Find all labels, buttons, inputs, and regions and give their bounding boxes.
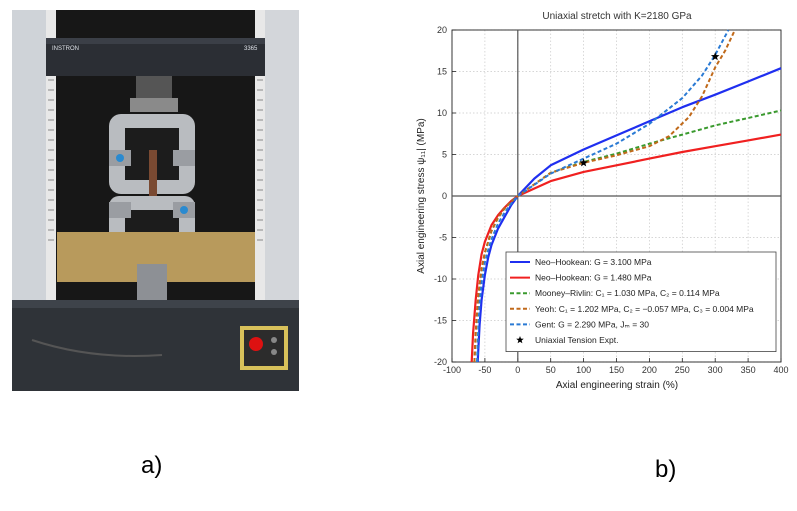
x-axis-title: Axial engineering strain (%) (556, 380, 678, 391)
y-tick-label: -10 (434, 274, 447, 284)
y-tick-label: 20 (437, 25, 447, 35)
series-line-yeoh-3 (473, 29, 736, 363)
legend-entry-label: Gent: G = 2.290 MPa, Jₘ = 30 (535, 319, 649, 329)
y-tick-label: 5 (442, 150, 447, 160)
y-tick-label: 0 (442, 191, 447, 201)
x-tick-label: 400 (773, 365, 788, 375)
x-tick-label: 350 (741, 365, 756, 375)
legend-entry-label: Neo–Hookean: G = 3.100 MPa (535, 257, 652, 267)
x-tick-label: 250 (675, 365, 690, 375)
x-tick-label: -50 (478, 365, 491, 375)
legend-entry-label: Uniaxial Tension Expt. (535, 335, 618, 345)
legend-star-marker (516, 336, 524, 344)
y-tick-label: -5 (439, 233, 447, 243)
y-tick-label: -20 (434, 357, 447, 367)
markers-layer (579, 52, 720, 167)
panel-b-label: b) (655, 456, 677, 483)
x-tick-label: -100 (443, 365, 461, 375)
legend: Neo–Hookean: G = 3.100 MPa Neo–Hookean: G… (505, 251, 777, 352)
legend-box (505, 251, 777, 352)
model-label: 3365 (244, 46, 258, 52)
x-tick-label: 200 (642, 365, 657, 375)
experiment-star-marker (579, 158, 588, 167)
y-tick-label: 15 (437, 67, 447, 77)
brand-label: INSTRON (52, 46, 79, 52)
x-tick-label: 300 (708, 365, 723, 375)
chart-title: Uniaxial stretch with K=2180 GPa (542, 11, 692, 22)
legend-entry-label: Mooney–Rivlin: C₁ = 1.030 MPa, C₂ = 0.11… (535, 288, 720, 298)
tensile-test-photo: INSTRON 3365 (12, 10, 299, 391)
x-tick-label: 150 (609, 365, 624, 375)
y-axis-title: Axial engineering stress ψ₁₁| (MPa) (416, 118, 427, 273)
x-tick-label: 100 (576, 365, 591, 375)
series-line-gent-4 (476, 29, 730, 363)
series-layer (470, 29, 782, 363)
legend-entry-label: Neo–Hookean: G = 1.480 MPa (535, 273, 652, 283)
axes: -100 -50 0 50 100 150 200 250 300 350 400-20-15-10… (434, 25, 789, 375)
panel-a-label: a) (141, 452, 163, 479)
legend-entry-label: Yeoh: C₁ = 1.202 MPa, C₂ = −0.057 MPa, C… (535, 304, 754, 314)
tensile-machine-illustration: INSTRON 3365 (12, 10, 299, 391)
y-tick-label: 10 (437, 108, 447, 118)
x-tick-label: 0 (515, 365, 520, 375)
y-tick-label: -15 (434, 316, 447, 326)
x-tick-label: 50 (546, 365, 556, 375)
experiment-star-marker (710, 52, 720, 61)
